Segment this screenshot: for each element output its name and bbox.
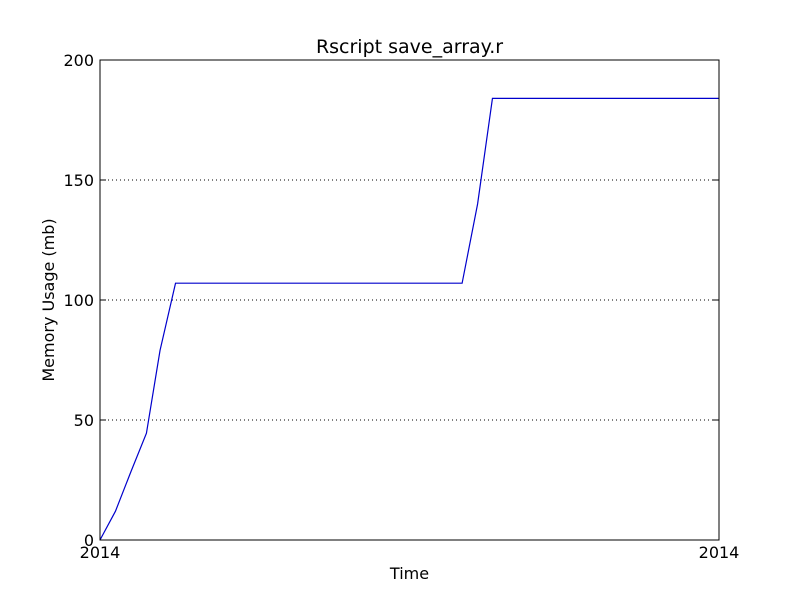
x-tick-label: 2014 (699, 543, 740, 562)
x-axis-label: Time (389, 564, 429, 583)
y-gridlines (100, 179, 719, 421)
y-tick-label: 100 (63, 291, 94, 310)
y-tick-label: 50 (74, 411, 94, 430)
y-tick-label: 0 (84, 531, 94, 550)
series-layer (99, 97, 719, 541)
chart-title: Rscript save_array.r (316, 36, 503, 58)
y-tick-label: 150 (63, 171, 94, 190)
x-tick-label: 2014 (80, 543, 121, 562)
y-tick-label: 200 (63, 51, 94, 70)
y-axis-label: Memory Usage (mb) (39, 218, 58, 381)
series-line (99, 97, 719, 541)
axis-ticks: 0 50 100 150 200 2014 2014 (63, 51, 739, 562)
